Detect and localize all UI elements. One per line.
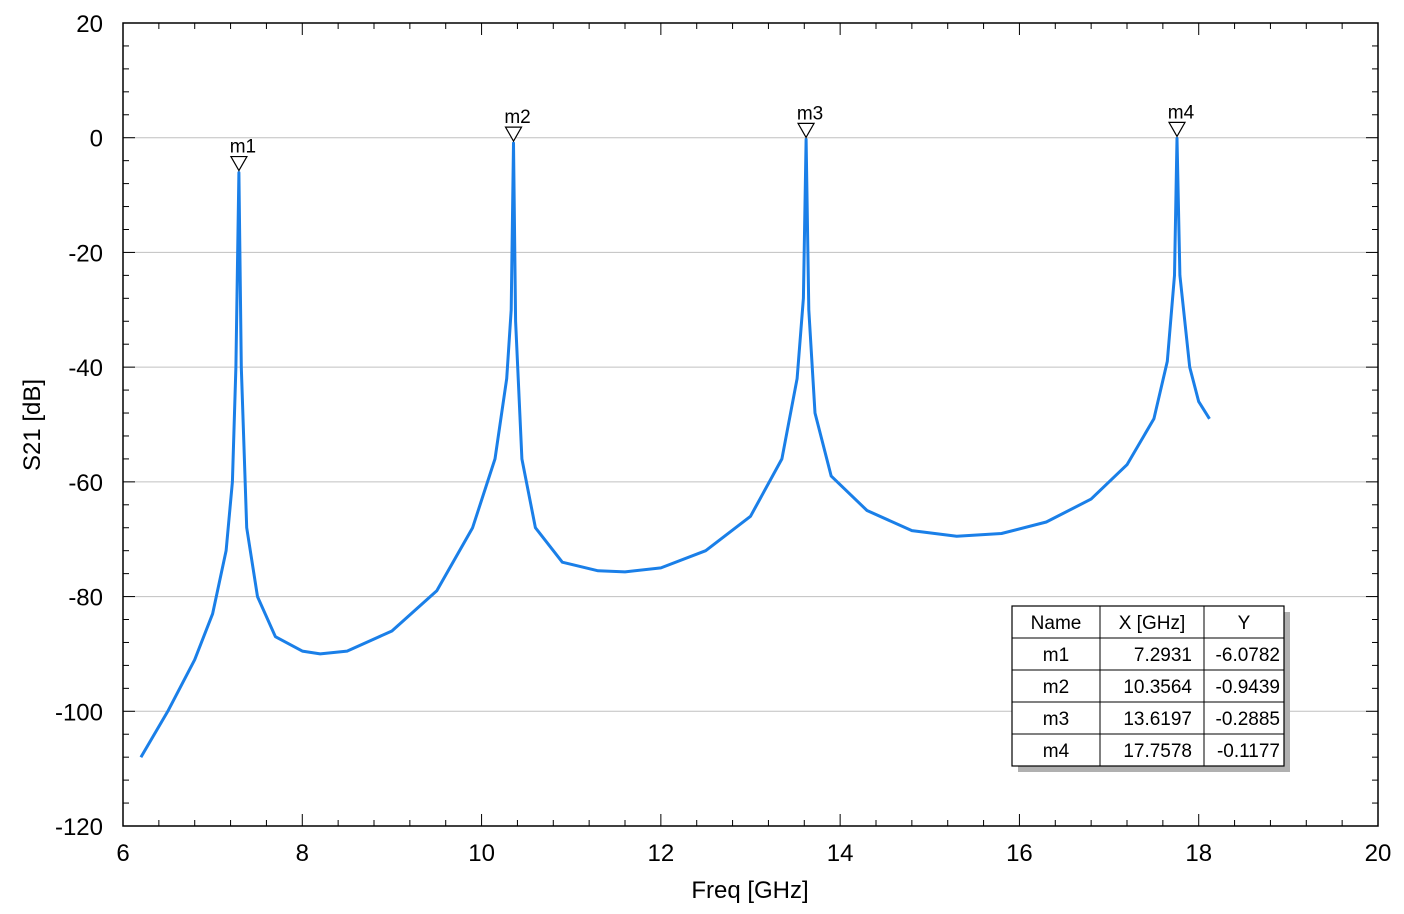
table-cell: -6.0782 [1216,645,1280,666]
table-cell: m2 [1043,677,1069,698]
table-cell: -0.9439 [1216,677,1280,698]
table-cell: 7.2931 [1134,645,1192,666]
x-tick-label: 12 [648,840,675,867]
marker-label: m4 [1168,102,1195,123]
table-cell: 10.3564 [1123,677,1192,698]
table-cell: -0.1177 [1217,741,1280,762]
marker-triangle-icon [229,155,248,172]
table-cell: m3 [1043,709,1069,730]
table-cell: m4 [1043,741,1070,762]
y-tick-label: -40 [68,355,103,382]
table-cell: -0.2885 [1216,709,1280,730]
y-tick-label: -20 [68,240,103,267]
marker-m4: m4 [1167,102,1195,138]
table-header-cell: Name [1031,613,1082,634]
x-tick-label: 10 [468,840,495,867]
marker-label: m1 [230,137,256,158]
y-tick-label: 20 [76,11,103,38]
marker-group: m1 m2 m3 m4 [229,102,1195,172]
marker-m3: m3 [797,103,823,139]
x-tick-label: 8 [296,840,309,867]
marker-label: m3 [797,103,823,124]
y-tick-label: 0 [90,126,103,153]
table-cell: 17.7578 [1123,741,1192,762]
marker-triangle-icon [797,122,816,139]
table-header-cell: Y [1238,613,1251,634]
marker-m1: m1 [229,137,256,172]
axis-tick-labels: 6 8 10 12 14 16 18 20 20 0 -20 -40 -60 -80 -100 -120 [55,11,1391,867]
y-tick-label: -120 [55,814,103,841]
axis-ticks [122,22,1379,827]
table-header-cell: X [GHz] [1119,613,1186,634]
plot-frame [122,22,1379,827]
marker-triangle-icon [1167,121,1187,138]
x-tick-label: 18 [1185,840,1212,867]
x-tick-label: 6 [116,840,129,867]
y-tick-label: -100 [55,699,103,726]
y-axis-label: S21 [dB] [19,379,46,471]
grid-lines [123,137,1378,712]
y-tick-label: -60 [68,470,103,497]
x-tick-label: 16 [1006,840,1033,867]
marker-m2: m2 [504,107,531,143]
x-axis-label: Freq [GHz] [691,877,808,904]
y-tick-label: -80 [68,585,103,612]
marker-table: Name X [GHz] Ym1 7.2931 -6.0782 m2 10.3564 -0.9… [1011,605,1290,772]
x-tick-label: 20 [1365,840,1392,867]
s21-trace [139,136,1211,758]
table-frame [1011,605,1285,767]
table-cell: 13.6197 [1123,709,1192,730]
marker-label: m2 [504,107,530,128]
marker-triangle-icon [504,126,523,143]
x-tick-label: 14 [827,840,854,867]
table-cell: m1 [1043,645,1069,666]
